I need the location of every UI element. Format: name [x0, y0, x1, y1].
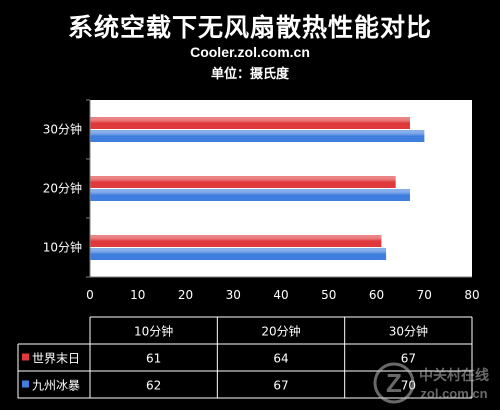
table-row-label-0: 世界末日 [32, 352, 80, 366]
chart-subtitle: Cooler.zol.com.cn [190, 44, 310, 60]
x-tick-label-4: 40 [273, 288, 288, 302]
bar-shine-0-0 [90, 235, 382, 247]
data-label-1-0: 62 [396, 247, 411, 261]
x-tick-label-8: 80 [464, 288, 479, 302]
x-tick-label-7: 70 [417, 288, 432, 302]
bar-shine-1-2 [90, 130, 425, 142]
data-label-1-2: 70 [434, 129, 449, 143]
x-tick-label-6: 60 [369, 288, 384, 302]
data-label-0-1: 64 [406, 175, 421, 189]
data-label-1-1: 67 [420, 188, 435, 202]
x-tick-label-0: 0 [86, 288, 94, 302]
table-cell-1-2: 70 [401, 379, 416, 393]
bar-shine-0-2 [90, 117, 410, 129]
table-cell-0-2: 67 [401, 352, 416, 366]
x-tick-label-5: 50 [321, 288, 336, 302]
bar-shine-1-0 [90, 248, 387, 260]
x-tick-label-2: 20 [178, 288, 193, 302]
category-label-0: 10分钟 [43, 240, 82, 255]
legend-swatch-1 [22, 380, 29, 388]
category-label-2: 30分钟 [43, 122, 82, 137]
table-cell-1-1: 67 [273, 379, 288, 393]
unit-label: 单位：摄氏度 [210, 67, 289, 82]
x-tick-label-1: 10 [130, 288, 145, 302]
table-cell-0-1: 64 [273, 352, 288, 366]
category-label-1: 20分钟 [43, 181, 82, 196]
table-cell-1-0: 62 [146, 379, 161, 393]
data-label-0-2: 67 [420, 116, 435, 130]
bar-shine-1-1 [90, 189, 410, 201]
legend-swatch-0 [22, 353, 29, 361]
plot-area [90, 100, 472, 277]
chart-title: 系统空载下无风扇散热性能对比 [67, 13, 432, 42]
bar-shine-0-1 [90, 176, 396, 188]
table-cell-0-0: 61 [146, 352, 161, 366]
data-label-0-0: 61 [391, 234, 406, 248]
table-header-0: 10分钟 [134, 324, 173, 339]
table-row-label-1: 九州冰暴 [32, 379, 80, 393]
table-header-2: 30分钟 [389, 324, 428, 339]
x-tick-label-3: 30 [226, 288, 241, 302]
table-header-1: 20分钟 [261, 324, 300, 339]
